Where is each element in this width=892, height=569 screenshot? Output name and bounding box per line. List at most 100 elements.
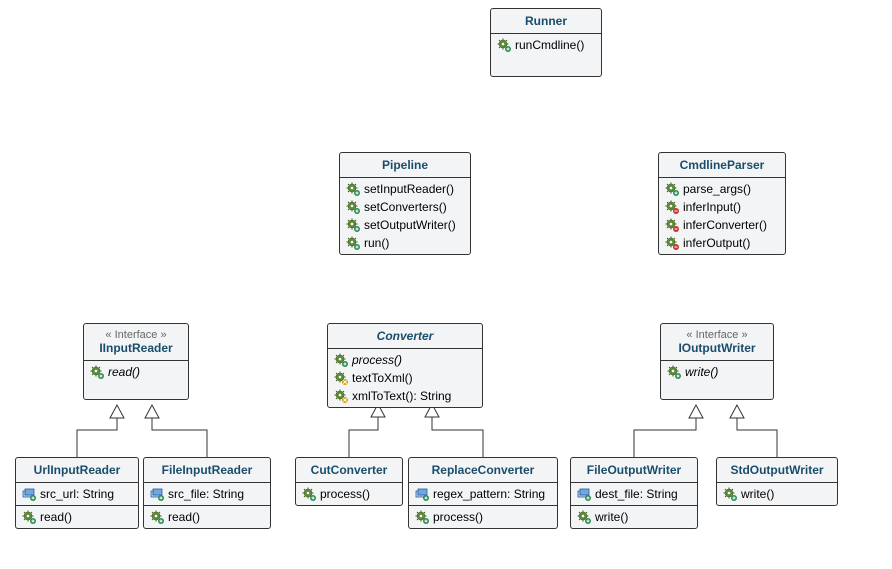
connector-line [737,418,777,457]
method-text: inferInput() [683,200,741,214]
class-title: Pipeline [340,153,470,178]
method-text: setInputReader() [364,182,454,196]
method-text: inferOutput() [683,236,750,250]
class-title: UrlInputReader [16,458,138,483]
methods-section: read() [84,361,188,399]
method-row: write() [661,363,773,381]
class-converter: Converterprocess()textToXml()xmlToText()… [327,323,483,408]
methods-section: write() [661,361,773,399]
methods-section: process() textToXml() xmlToText(): String [328,349,482,407]
attribute-row: dest_file: String [571,485,697,503]
inheritance-arrow-icon [145,405,159,418]
method-text: parse_args() [683,182,751,196]
methods-section: write() [571,506,697,528]
class-url-input-reader: UrlInputReader src_url: String read() [15,457,139,529]
method-row: setConverters() [340,198,470,216]
class-name: StdOutputWriter [730,463,823,477]
method-icon [334,371,348,385]
inheritance-arrow-icon [689,405,703,418]
methods-section: process() [296,483,402,505]
method-text: setOutputWriter() [364,218,456,232]
method-text: run() [364,236,389,250]
attribute-icon [415,487,429,501]
method-icon [346,218,360,232]
attribute-icon [22,487,36,501]
method-row: write() [571,508,697,526]
methods-section: runCmdline() [491,34,601,76]
method-icon [723,487,737,501]
class-ioutput-writer: « Interface »IOutputWriter write() [660,323,774,400]
class-title: CmdlineParser [659,153,785,178]
method-row: inferInput() [659,198,785,216]
method-icon [665,200,679,214]
method-row: read() [84,363,188,381]
class-name: Pipeline [382,158,428,172]
method-row: run() [340,234,470,252]
method-row: read() [144,508,270,526]
attributes-section: src_file: String [144,483,270,506]
method-icon [302,487,316,501]
inheritance-arrow-icon [110,405,124,418]
attribute-text: dest_file: String [595,487,678,501]
method-text: process() [320,487,370,501]
class-name: IOutputWriter [678,341,755,355]
methods-section: setInputReader() setConverters() setOutput… [340,178,470,254]
methods-section: process() [409,506,557,528]
attributes-section: src_url: String [16,483,138,506]
method-text: process() [352,353,402,367]
class-std-output-writer: StdOutputWriter write() [716,457,838,506]
method-text: read() [40,510,72,524]
method-text: write() [741,487,774,501]
method-icon [334,389,348,403]
method-icon [665,236,679,250]
method-icon [667,365,681,379]
method-icon [22,510,36,524]
method-row: inferConverter() [659,216,785,234]
methods-section: write() [717,483,837,505]
method-text: xmlToText(): String [352,389,451,403]
class-pipeline: PipelinesetInputReader()setConverters()s… [339,152,471,255]
method-text: read() [168,510,200,524]
method-row: process() [409,508,557,526]
method-row: xmlToText(): String [328,387,482,405]
class-file-input-reader: FileInputReader src_file: String read() [143,457,271,529]
class-name: FileInputReader [162,463,253,477]
methods-section: read() [16,506,138,528]
class-replace-converter: ReplaceConverterregex_pattern: Stringpro… [408,457,558,529]
class-title: CutConverter [296,458,402,483]
class-name: FileOutputWriter [587,463,681,477]
attributes-section: regex_pattern: String [409,483,557,506]
method-row: runCmdline() [491,36,601,54]
attributes-section: dest_file: String [571,483,697,506]
class-title: Runner [491,9,601,34]
method-icon [497,38,511,52]
attribute-row: src_file: String [144,485,270,503]
stereotype-label: « Interface » [669,329,765,341]
class-name: IInputReader [99,341,172,355]
method-icon [346,200,360,214]
method-text: read() [108,365,140,379]
method-icon [90,365,104,379]
method-row: setInputReader() [340,180,470,198]
connector-line [77,418,117,457]
method-icon [415,510,429,524]
method-icon [577,510,591,524]
methods-section: parse_args() inferInput() inferConverter()… [659,178,785,254]
class-iinput-reader: « Interface »IInputReader read() [83,323,189,400]
methods-section: read() [144,506,270,528]
method-row: write() [717,485,837,503]
class-title: FileOutputWriter [571,458,697,483]
method-icon [665,218,679,232]
method-row: inferOutput() [659,234,785,252]
connector-line [349,417,378,457]
class-name: Runner [525,14,567,28]
method-icon [346,182,360,196]
stereotype-label: « Interface » [92,329,180,341]
attribute-icon [577,487,591,501]
attribute-text: regex_pattern: String [433,487,545,501]
class-file-output-writer: FileOutputWriter dest_file: String write() [570,457,698,529]
attribute-text: src_file: String [168,487,244,501]
method-text: textToXml() [352,371,413,385]
method-row: process() [328,351,482,369]
attribute-text: src_url: String [40,487,114,501]
